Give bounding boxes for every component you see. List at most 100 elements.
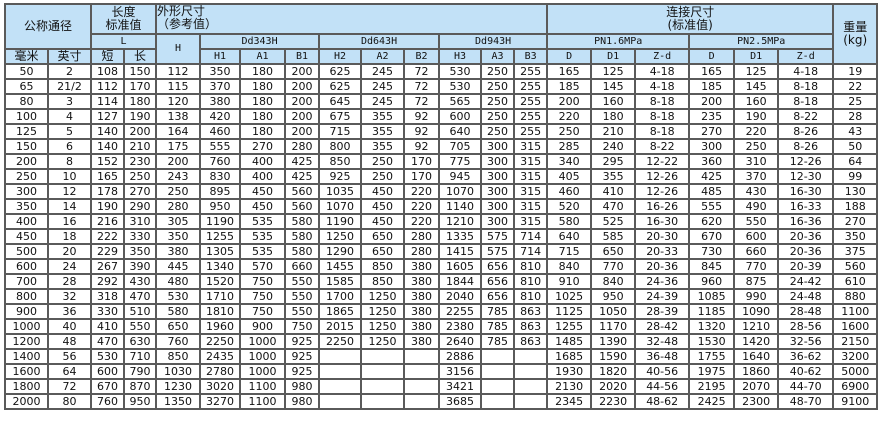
table-cell: 945 (438, 168, 483, 185)
table-cell: 8-18 (777, 93, 835, 110)
table-cell: 170 (403, 153, 441, 170)
subheader-b1: B1 (284, 48, 321, 65)
table-cell: 150 (4, 138, 49, 155)
table-cell: 5 (46, 123, 93, 140)
table-cell: 863 (513, 318, 549, 335)
table-cell: 12-26 (777, 153, 835, 170)
table-cell: 550 (284, 288, 321, 305)
table-cell: 1035 (318, 183, 363, 200)
table-cell: 650 (360, 243, 406, 260)
table-row: 900 36 330 510 580 1810 750 550 1865 1250 380 2255 7… (4, 303, 879, 320)
table-cell: 485 (688, 183, 736, 200)
table-cell: 40 (46, 318, 93, 335)
table-row: 50 2 108 150 112 350 180 200 625 245 72 530 250 255 16… (4, 63, 879, 80)
table-cell: 180 (590, 108, 637, 125)
table-cell: 460 (546, 183, 593, 200)
table-cell: 2345 (546, 393, 593, 410)
weight-header: 重量 (kg) (832, 3, 879, 65)
table-cell: 8-26 (777, 123, 835, 140)
table-cell: 4 (46, 108, 93, 125)
table-cell: 280 (403, 243, 441, 260)
table-cell: 25 (832, 93, 879, 110)
table-cell: 1185 (688, 303, 736, 320)
table-cell: 28 (832, 108, 879, 125)
table-cell: 267 (90, 258, 126, 275)
table-row: 1800 72 670 870 1230 3020 1100 980 3421 2130 2020 4… (4, 378, 879, 395)
table-cell: 560 (284, 183, 321, 200)
table-cell: 4-18 (777, 63, 835, 80)
table-cell: 150 (123, 63, 158, 80)
table-cell: 3200 (832, 348, 879, 365)
table-cell: 1340 (199, 258, 242, 275)
table-cell: 300 (480, 168, 516, 185)
table-cell: 1600 (4, 363, 49, 380)
table-cell: 36-48 (634, 348, 691, 365)
table-cell (513, 348, 549, 365)
table-cell: 270 (688, 123, 736, 140)
table-cell: 40-56 (634, 363, 691, 380)
table-cell: 80 (46, 393, 93, 410)
subheader-h1: H1 (199, 48, 242, 65)
table-cell: 550 (733, 213, 780, 230)
table-cell: 2 (46, 63, 93, 80)
table-cell: 840 (590, 273, 637, 290)
table-cell: 580 (155, 303, 202, 320)
table-cell: 656 (480, 273, 516, 290)
table-cell: 355 (360, 108, 406, 125)
table-cell: 430 (733, 183, 780, 200)
table-cell: 1305 (199, 243, 242, 260)
table-cell: 656 (480, 258, 516, 275)
subheader-d1: D1 (590, 48, 637, 65)
table-cell: 350 (832, 228, 879, 245)
table-cell: 255 (513, 123, 549, 140)
table-cell: 20-39 (777, 258, 835, 275)
table-cell: 863 (513, 333, 549, 350)
table-cell: 44-56 (634, 378, 691, 395)
table-cell: 250 (480, 63, 516, 80)
table-cell: 760 (199, 153, 242, 170)
table-cell: 1210 (438, 213, 483, 230)
table-cell: 125 (733, 63, 780, 80)
table-cell: 370 (199, 78, 242, 95)
table-cell (318, 348, 363, 365)
table-cell: 240 (590, 138, 637, 155)
table-cell: 800 (318, 138, 363, 155)
length-std-header: 长度 标准值 (90, 3, 158, 35)
group-dd343h: Dd343H (199, 33, 321, 50)
table-cell: 750 (239, 288, 287, 305)
subheader-3: 长 (123, 48, 158, 65)
table-cell: 200 (284, 93, 321, 110)
table-cell: 925 (284, 363, 321, 380)
table-cell: 355 (360, 123, 406, 140)
H-header: H (155, 33, 202, 65)
ref-value-label: （参考值） (157, 17, 218, 31)
table-cell: 145 (733, 78, 780, 95)
table-cell: 48-62 (634, 393, 691, 410)
table-cell (403, 363, 441, 380)
table-cell: 108 (90, 63, 126, 80)
table-cell: 1810 (199, 303, 242, 320)
table-cell: 490 (733, 198, 780, 215)
table-cell: 270 (239, 138, 287, 155)
table-row: 125 5 140 200 164 460 180 200 715 355 92 640 250 255 2… (4, 123, 879, 140)
table-cell: 870 (123, 378, 158, 395)
table-cell: 175 (155, 138, 202, 155)
table-cell: 1190 (318, 213, 363, 230)
table-cell (360, 363, 406, 380)
table-cell: 3 (46, 93, 93, 110)
table-cell: 222 (90, 228, 126, 245)
table-cell: 410 (90, 318, 126, 335)
table-cell: 1255 (199, 228, 242, 245)
table-cell (513, 378, 549, 395)
table-cell: 160 (590, 93, 637, 110)
table-cell: 900 (239, 318, 287, 335)
table-cell: 650 (590, 243, 637, 260)
table-cell: 1210 (733, 318, 780, 335)
table-body: 50 2 108 150 112 350 180 200 625 245 72 530 250 255 16… (4, 63, 879, 410)
table-cell: 1844 (438, 273, 483, 290)
table-cell: 24-42 (777, 273, 835, 290)
table-cell: 315 (513, 198, 549, 215)
table-cell: 315 (513, 213, 549, 230)
table-cell: 1820 (590, 363, 637, 380)
table-cell: 1170 (590, 318, 637, 335)
